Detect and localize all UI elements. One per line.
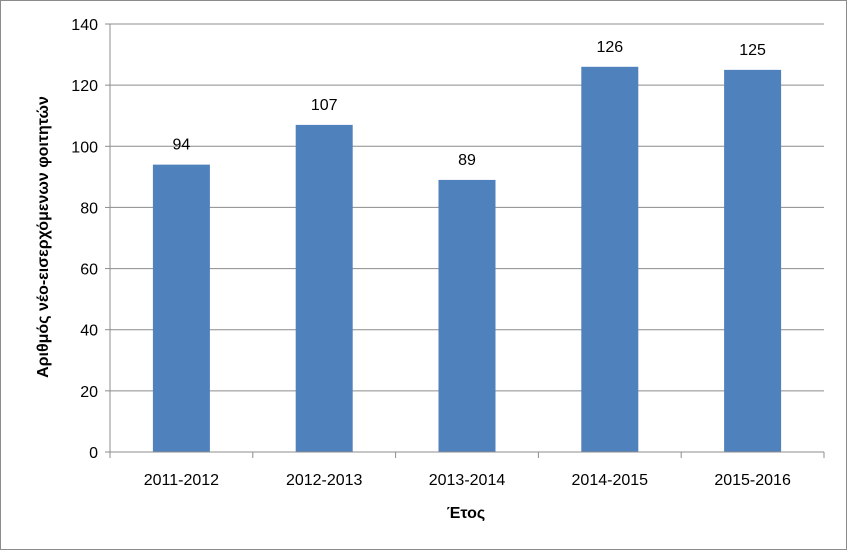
y-tick-label: 80 [80,200,98,217]
data-label: 126 [596,39,623,56]
axes [109,24,824,453]
x-tick-label: 2015-2016 [714,472,791,489]
y-tick-label: 20 [80,384,98,401]
y-axis-title: Αριθμός νέο-εισερχόμενων φοιτητών [35,96,52,378]
data-label: 107 [311,97,338,114]
bar [438,179,496,452]
y-tick-label: 60 [80,262,98,279]
y-tick-label: 0 [89,445,98,462]
data-label: 89 [458,152,476,169]
y-tick-label: 40 [80,323,98,340]
y-tick-label: 140 [71,17,98,34]
x-tick-label: 2011-2012 [144,472,219,489]
x-axis-title: Έτος [447,505,485,522]
bar [295,124,353,452]
data-labels: 94 107 89 126 125 [173,39,767,169]
x-tick-label: 2013-2014 [429,472,506,489]
y-tick-label: 100 [71,139,98,156]
x-tick-label: 2014-2015 [572,472,649,489]
gridlines [110,23,824,392]
data-label: 94 [173,137,191,154]
bar [724,69,782,452]
x-tick-labels: 2011-2012 2012-2013 2013-2014 2014-2015 2015… [109,452,825,489]
bars [152,66,782,453]
bar [581,66,639,453]
data-label: 125 [739,42,766,59]
y-tick-labels: 0 20 40 60 80 100 120 140 [71,17,110,462]
bar [152,164,210,452]
x-tick-label: 2012-2013 [286,472,363,489]
y-tick-label: 120 [71,78,98,95]
